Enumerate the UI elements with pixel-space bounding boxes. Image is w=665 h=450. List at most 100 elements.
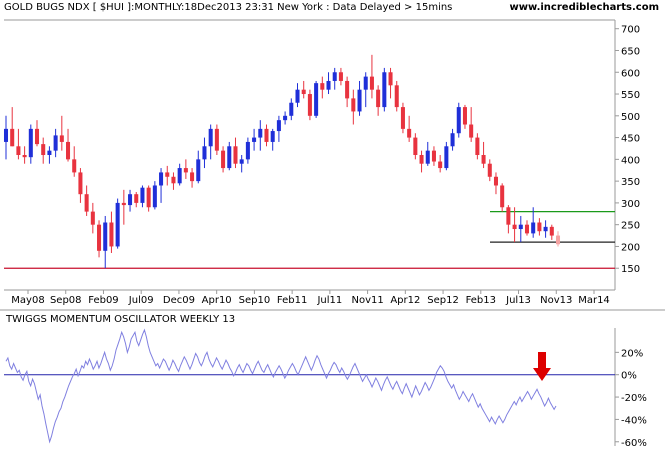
candle-body [121,202,126,206]
candle-body [134,194,139,203]
x-tick-label: Apr10 [202,295,232,306]
candle-body [97,224,102,251]
price-y-tick-label: 550 [621,90,640,101]
candle-body [221,150,226,169]
candle-body [177,168,182,184]
candle-body [531,222,536,234]
candle-body [16,146,21,155]
candle-body [276,120,281,132]
candle-body [524,224,530,234]
candle-body [78,172,83,195]
x-tick-label: Sep08 [50,295,82,306]
candle-body [493,176,498,186]
x-tick-label: Feb13 [466,295,496,306]
candle-body [512,224,517,230]
candle-body [214,128,219,151]
candle-body [10,128,15,147]
candle-body [407,128,412,138]
candle-body [382,72,387,108]
candle-body [555,235,561,245]
price-y-tick-label: 400 [621,155,640,166]
candle-body [363,76,368,90]
candle-body [506,207,511,225]
osc-series-line [5,328,557,444]
candle-body [444,146,449,169]
candle-body [345,80,350,99]
candle-body [283,115,288,121]
candle-body [475,137,480,155]
candle-body [208,128,213,147]
x-tick-label: Mar14 [578,295,610,306]
candle-body [320,83,325,90]
candle-body [289,102,294,116]
candle-body [252,137,257,142]
price-y-tick-label: 200 [621,242,640,253]
x-tick-label: Nov13 [540,295,572,306]
candle-body [239,159,244,164]
candle-body [59,135,64,142]
x-tick-label: Jul11 [316,295,342,306]
price-y-tick-label: 250 [621,221,640,232]
candle-body [518,224,523,230]
x-tick-label: May08 [11,295,44,306]
candle-body [140,187,145,203]
candle-body [369,76,374,90]
x-tick-label: Sep12 [427,295,459,306]
x-tick-label: Jul13 [505,295,531,306]
price-y-tick-label: 600 [621,68,640,79]
candle-body [487,163,492,177]
candle-body [450,133,455,147]
candle-body [202,146,207,160]
website-label[interactable]: www.incrediblecharts.com [509,2,660,13]
osc-y-tick-label: -40% [621,415,647,426]
candle-body [338,72,343,81]
candle-body [128,194,133,206]
candle-body [152,185,157,208]
candle-body [425,150,430,164]
candle-body [388,72,393,86]
candle-body [456,107,461,134]
candle-body [295,89,300,103]
candle-body [301,89,306,95]
candle-body [53,135,58,151]
osc-y-tick-label: 20% [621,348,643,359]
x-tick-label: Dec09 [163,295,195,306]
candle-body [190,172,195,182]
candle-body [264,128,269,142]
candle-body [314,83,319,116]
x-tick-label: Jul09 [128,295,154,306]
osc-y-tick-label: -20% [621,393,647,404]
candle-body [159,172,164,186]
candle-body [326,80,331,90]
candle-body [376,89,381,108]
candle-body [351,98,356,112]
price-y-tick-label: 700 [621,25,640,36]
candle-body [413,137,418,155]
price-y-tick-label: 650 [621,46,640,57]
candle-body [3,128,9,142]
candle-body [419,155,424,164]
chart-title: GOLD BUGS NDX [ $HUI ]:MONTHLY:18Dec2013… [4,2,453,13]
price-y-tick-label: 450 [621,134,640,145]
oscillator-title: TWIGGS MOMENTUM OSCILLATOR WEEKLY 13 [6,314,236,325]
candle-body [543,226,548,232]
candle-body [400,107,405,129]
x-tick-label: Nov11 [351,295,383,306]
down-arrow-icon [533,352,551,381]
candle-body [22,155,27,158]
candle-body [462,107,467,125]
osc-y-tick-label: -60% [621,438,647,449]
candle-body [500,185,505,208]
candle-body [165,172,170,177]
candle-body [245,141,250,160]
price-y-tick-label: 500 [621,112,640,123]
candle-body [258,128,263,138]
price-y-tick-label: 350 [621,177,640,188]
candle-body [41,144,46,155]
x-tick-label: Feb09 [88,295,118,306]
price-y-tick-label: 150 [621,264,640,275]
candle-body [72,159,77,173]
candle-body [307,94,312,116]
candle-body [469,124,474,138]
